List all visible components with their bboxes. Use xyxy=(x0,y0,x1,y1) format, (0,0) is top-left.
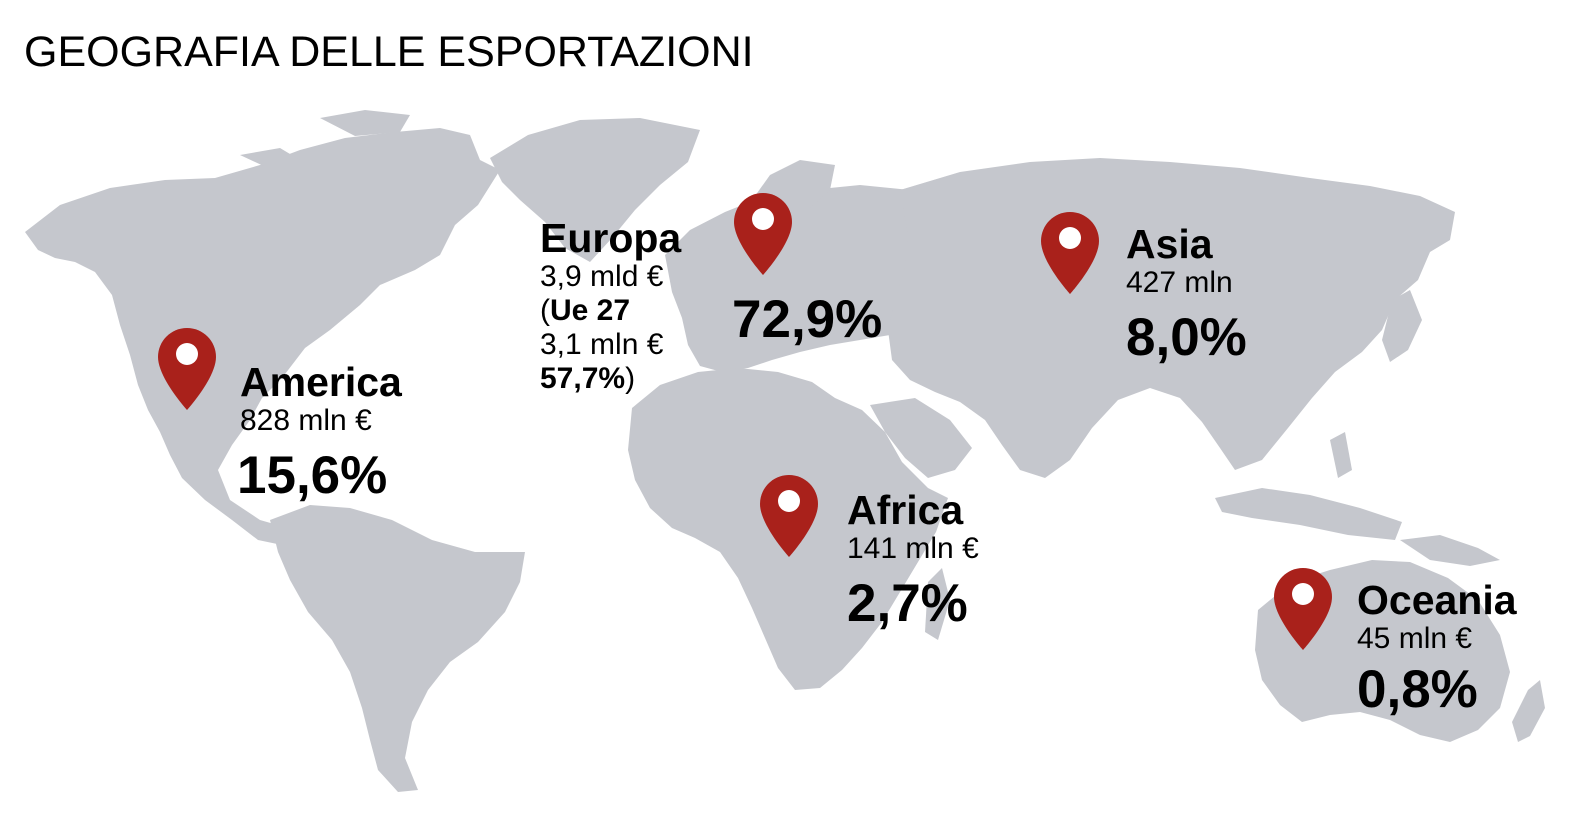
map-pin-icon xyxy=(1041,212,1099,294)
eu-amount: 3,1 mln € xyxy=(540,328,664,361)
region-share: 2,7% xyxy=(847,574,968,633)
japan-landmass xyxy=(1382,290,1422,362)
region-amount: 828 mln € xyxy=(240,404,372,437)
region-amount: 45 mln € xyxy=(1357,622,1473,655)
eu-label: Ue 27 xyxy=(550,294,631,327)
uk-landmass xyxy=(688,236,712,275)
greenland-landmass xyxy=(490,118,700,262)
eu-subline: (Ue 27 xyxy=(540,294,681,328)
region-share: 8,0% xyxy=(1126,308,1247,367)
region-label-asia: Asia 427 mln 8,0% xyxy=(1126,222,1247,368)
arctic-island xyxy=(240,148,300,168)
new-zealand-landmass xyxy=(1512,680,1545,742)
region-name: Africa xyxy=(847,487,964,533)
arabia-landmass xyxy=(870,398,972,478)
map-pin-icon xyxy=(158,328,216,410)
map-pin-icon xyxy=(734,193,792,275)
region-share-europa: 72,9% xyxy=(732,290,883,349)
region-name: Asia xyxy=(1126,221,1213,267)
south-america-landmass xyxy=(270,505,525,792)
region-amount: 3,9 mld € xyxy=(540,260,664,293)
region-name: Europa xyxy=(540,215,682,261)
region-label-africa: Africa 141 mln € 2,7% xyxy=(847,488,979,634)
region-share: 15,6% xyxy=(237,446,388,505)
north-america-landmass xyxy=(25,128,500,545)
map-pin-icon xyxy=(760,475,818,557)
region-amount: 141 mln € xyxy=(847,532,979,565)
region-label-oceania: Oceania 45 mln € 0,8% xyxy=(1357,578,1517,720)
map-pin-icon xyxy=(1274,568,1332,650)
new-guinea-landmass xyxy=(1400,535,1500,566)
arctic-island xyxy=(320,110,410,136)
region-label-europa: Europa 3,9 mld € (Ue 27 3,1 mln € 57,7%) xyxy=(540,216,681,396)
region-share: 0,8% xyxy=(1357,660,1478,719)
eu-share: 57,7% xyxy=(540,362,626,395)
region-amount: 427 mln xyxy=(1126,266,1233,299)
eu-share-line: 57,7%) xyxy=(540,362,681,396)
region-name: Oceania xyxy=(1357,577,1517,623)
page-title: GEOGRAFIA DELLE ESPORTAZIONI xyxy=(24,28,754,76)
eu-open-paren: ( xyxy=(540,294,550,327)
eu-close-paren: ) xyxy=(625,362,636,395)
asia-landmass xyxy=(888,158,1455,478)
region-name: America xyxy=(240,359,402,405)
philippines-landmass xyxy=(1330,432,1352,478)
indonesia-landmass xyxy=(1215,488,1402,540)
region-label-america: America 828 mln € 15,6% xyxy=(237,359,402,506)
madagascar-landmass xyxy=(925,568,950,640)
